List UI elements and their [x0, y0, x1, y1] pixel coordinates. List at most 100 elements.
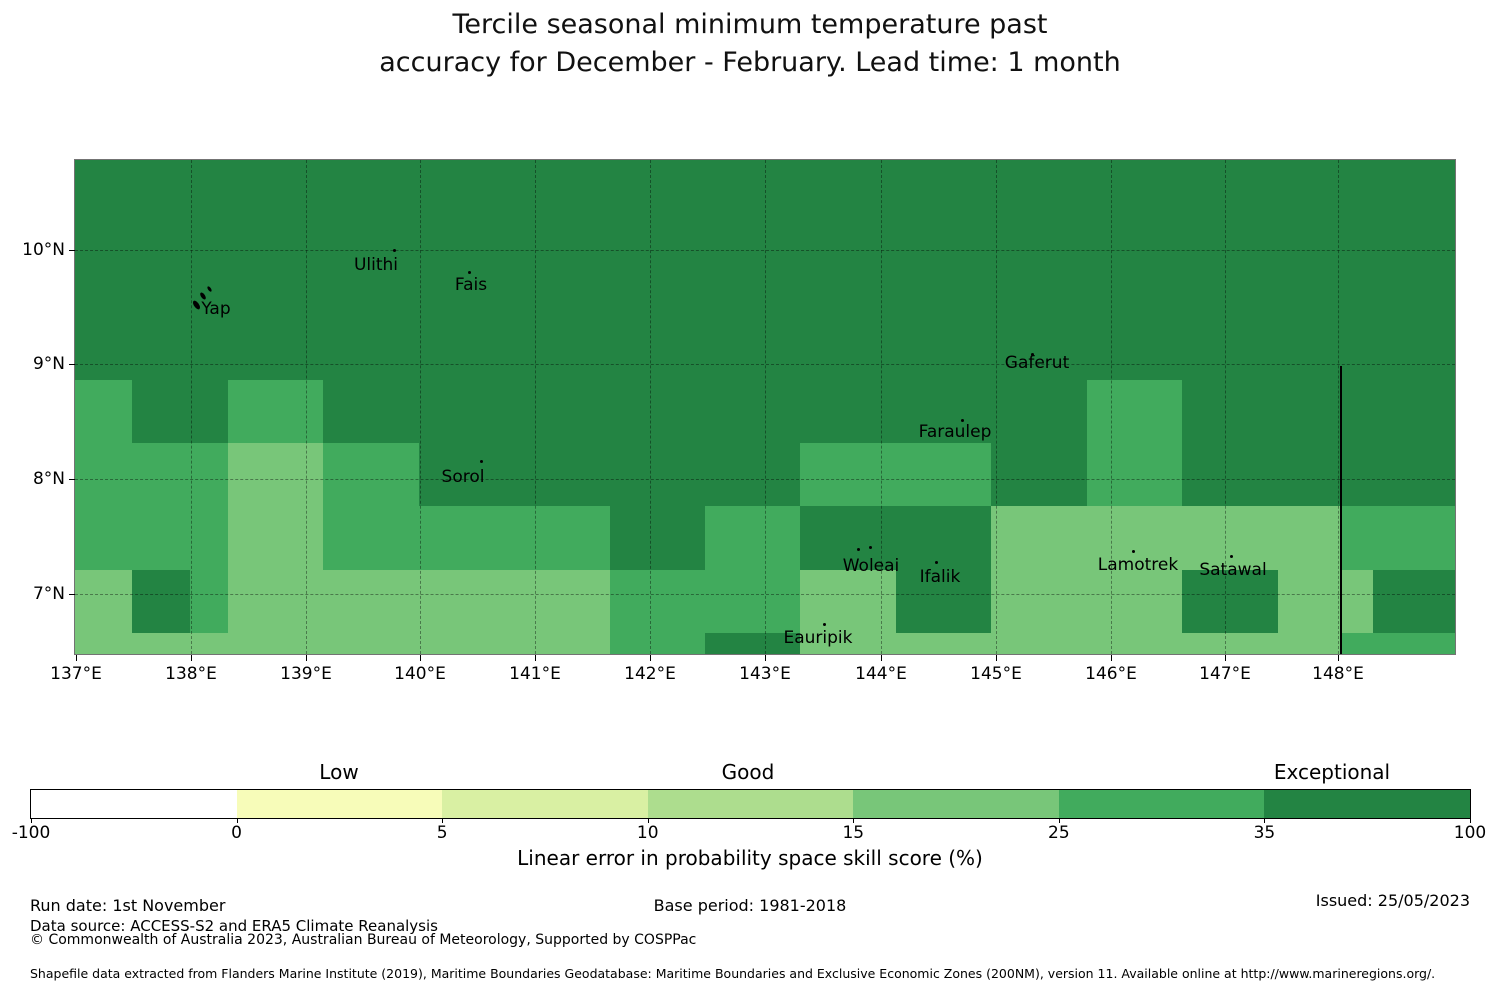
- island-marker-dot: [1030, 352, 1034, 356]
- island-marker-dot: [1131, 549, 1135, 553]
- x-axis-tick-label: 139°E: [280, 664, 332, 684]
- skill-cell-medium: [1340, 633, 1455, 654]
- colorbar-tickmark: [647, 818, 649, 823]
- skill-cell-light: [991, 506, 1182, 654]
- island-label: Eauripik: [783, 628, 853, 648]
- skill-cell-light: [228, 443, 323, 654]
- colorbar-category-label: Good: [721, 760, 775, 784]
- colorbar-tickmark: [442, 818, 444, 823]
- x-axis-tickmark: [76, 655, 77, 661]
- colorbar-tickmark: [31, 818, 32, 823]
- x-axis-tickmark: [1111, 655, 1112, 661]
- colorbar-category-label: Low: [319, 760, 359, 784]
- longitude-gridline: [881, 160, 882, 654]
- shapefile-attribution-text: Shapefile data extracted from Flanders M…: [30, 966, 1436, 981]
- island-label: Satawal: [1199, 560, 1267, 580]
- longitude-gridline: [1338, 160, 1339, 654]
- colorbar-category-label: Exceptional: [1273, 760, 1391, 784]
- skill-cell-medium: [228, 380, 323, 443]
- colorbar-axis-label: Linear error in probability space skill …: [517, 846, 983, 870]
- longitude-gridline: [1111, 160, 1112, 654]
- island-marker-dot: [1229, 554, 1233, 558]
- longitude-gridline: [1225, 160, 1226, 654]
- x-axis-tickmark: [1225, 655, 1226, 661]
- x-axis-tick-label: 144°E: [855, 664, 907, 684]
- longitude-gridline: [650, 160, 651, 654]
- x-axis-tick-label: 147°E: [1199, 664, 1251, 684]
- colorbar-tick-label: -100: [11, 823, 51, 843]
- colorbar-tickmark: [236, 818, 238, 823]
- island-label: Fais: [454, 275, 488, 295]
- x-axis-tickmark: [191, 655, 192, 661]
- x-axis-tick-label: 142°E: [624, 664, 676, 684]
- island-label: Woleai: [842, 556, 900, 576]
- island-label: Sorol: [441, 467, 485, 487]
- y-axis-tickmark: [69, 364, 75, 365]
- x-axis-tick-label: 141°E: [509, 664, 561, 684]
- y-axis-tick-label: 9°N: [32, 354, 65, 374]
- base-period-text: Base period: 1981-2018: [653, 896, 847, 915]
- colorbar-tick-label: 5: [436, 823, 448, 843]
- x-axis-tickmark: [1338, 655, 1339, 661]
- y-axis-tickmark: [69, 594, 75, 595]
- island-label: Faraulep: [918, 422, 992, 442]
- x-axis-tickmark: [650, 655, 651, 661]
- y-axis-tick-label: 7°N: [32, 584, 65, 604]
- longitude-gridline: [306, 160, 307, 654]
- island-marker-dot: [206, 285, 212, 293]
- island-marker-dot: [934, 560, 938, 564]
- longitude-gridline: [420, 160, 421, 654]
- x-axis-tickmark: [996, 655, 997, 661]
- island-marker-dot: [467, 270, 471, 274]
- island-marker-dot: [392, 248, 396, 252]
- latitude-gridline: [75, 479, 1455, 480]
- skill-cell-medium: [190, 570, 228, 633]
- y-axis-tick-label: 10°N: [22, 240, 65, 260]
- skill-cell-medium: [1340, 506, 1455, 570]
- island-label: Ifalik: [919, 567, 961, 587]
- colorbar-segment: [853, 790, 1059, 818]
- colorbar-tickmark: [1470, 818, 1471, 823]
- y-axis-tickmark: [69, 250, 75, 251]
- skill-cell-medium: [800, 443, 991, 506]
- skill-cell-medium: [75, 380, 132, 570]
- colorbar-tick-label: 35: [1253, 823, 1276, 843]
- y-axis-tickmark: [69, 479, 75, 480]
- y-axis-tick-label: 8°N: [32, 469, 65, 489]
- island-marker-dot: [960, 418, 964, 422]
- data-source-text: Data source: ACCESS-S2 and ERA5 Climate …: [30, 917, 438, 935]
- longitude-gridline: [191, 160, 192, 654]
- issued-text: Issued: 25/05/2023: [1315, 891, 1470, 910]
- skill-map: Yap Ulithi Fais Sorol Gaferut Faraulep Woleai I…: [74, 159, 1456, 655]
- x-axis-tick-label: 140°E: [394, 664, 446, 684]
- island-label: Ulithi: [353, 255, 399, 275]
- skill-cell-light: [896, 633, 991, 654]
- x-axis-tickmark: [765, 655, 766, 661]
- colorbar-tick-label: 15: [842, 823, 865, 843]
- colorbar-tickmark: [1264, 818, 1266, 823]
- skill-cell-medium: [610, 570, 705, 654]
- colorbar-tickmark: [853, 818, 855, 823]
- colorbar: [30, 789, 1471, 819]
- chart-title-line1: Tercile seasonal minimum temperature pas…: [452, 9, 1048, 40]
- x-axis-tick-label: 145°E: [970, 664, 1022, 684]
- skill-cell-medium: [1087, 380, 1182, 506]
- skill-cell-medium: [705, 570, 800, 633]
- colorbar-tick-label: 10: [636, 823, 659, 843]
- island-label: Gaferut: [1004, 353, 1070, 373]
- run-date-text: Run date: 1st November: [30, 896, 226, 915]
- chart-title: Tercile seasonal minimum temperature pas…: [0, 6, 1500, 82]
- colorbar-tick-label: 100: [1453, 823, 1487, 843]
- x-axis-tickmark: [306, 655, 307, 661]
- colorbar-segment: [1264, 790, 1470, 818]
- latitude-gridline: [75, 594, 1455, 595]
- colorbar-tick-label: 25: [1048, 823, 1070, 843]
- x-axis-tick-label: 137°E: [50, 664, 102, 684]
- island-marker-dot: [191, 299, 201, 311]
- island-marker-dot: [822, 622, 826, 626]
- x-axis-tick-label: 148°E: [1312, 664, 1364, 684]
- x-axis-tick-label: 138°E: [165, 664, 217, 684]
- colorbar-segment: [1058, 790, 1265, 818]
- x-axis-tick-label: 146°E: [1085, 664, 1137, 684]
